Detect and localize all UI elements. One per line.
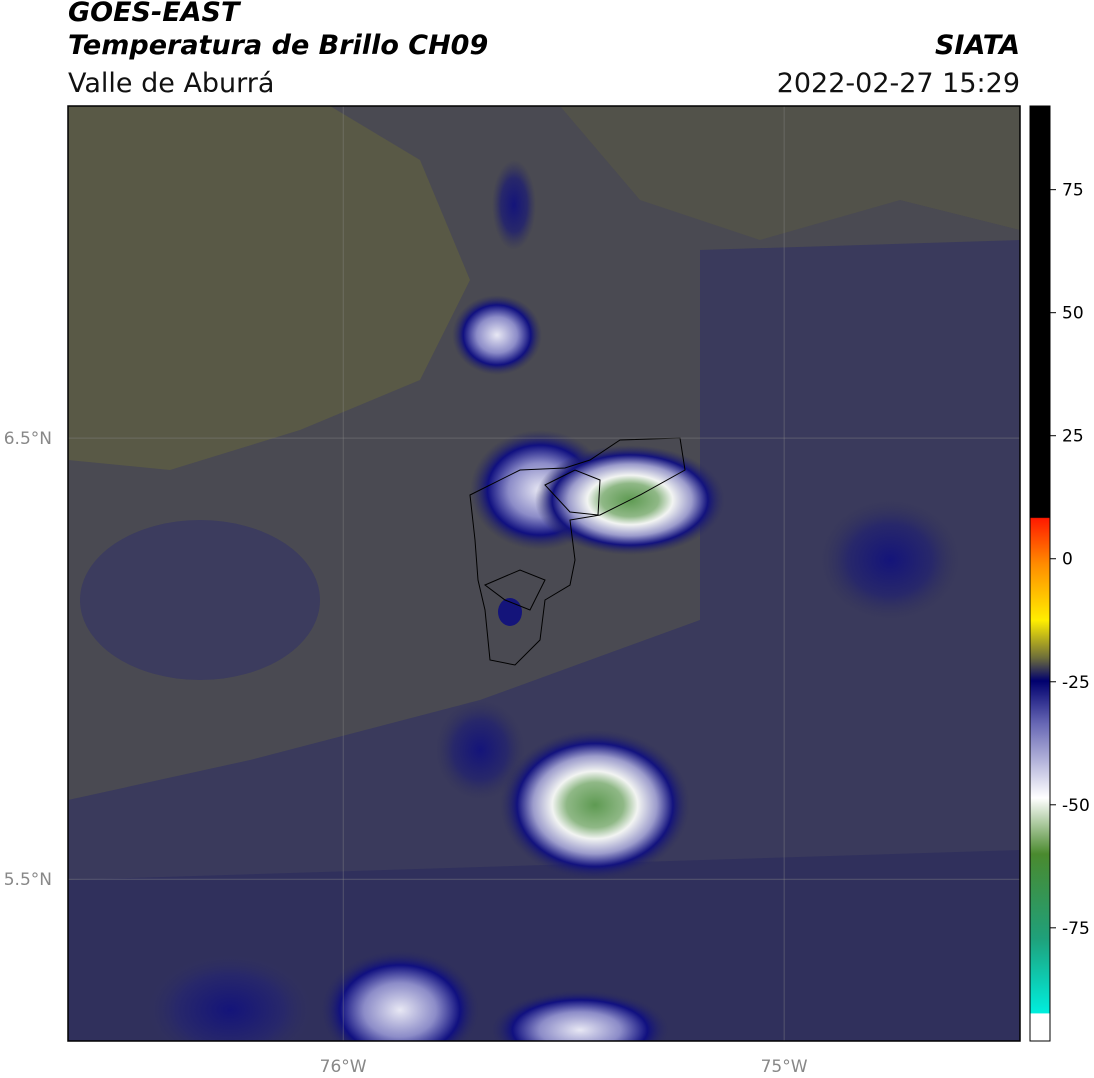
map-field	[68, 106, 1020, 1041]
graticule: 76°W 75°W 6.5°N 5.5°N	[4, 106, 1020, 1077]
source: SIATA	[935, 30, 1020, 61]
colorbar-tick-label: -75	[1062, 919, 1090, 939]
map-frame	[67, 105, 1021, 1042]
colorbar-tick-label: 75	[1062, 181, 1084, 201]
lon-label: 76°W	[320, 1057, 367, 1077]
colorbar-tick-label: -25	[1062, 673, 1090, 693]
lat-label: 6.5°N	[4, 429, 52, 449]
colorbar-tick-label: 50	[1062, 304, 1084, 324]
subtitle: Temperatura de Brillo CH09	[68, 30, 488, 61]
colorbar-ticks: 75 50 25 0 -25 -50 -75	[1050, 181, 1090, 939]
colorbar-tick-label: -50	[1062, 796, 1090, 816]
colorbar-tick-label: 0	[1062, 550, 1073, 570]
lon-label: 75°W	[761, 1057, 808, 1077]
colorbar-tick-label: 25	[1062, 427, 1084, 447]
colorbar	[1029, 105, 1051, 1042]
lat-label: 5.5°N	[4, 870, 52, 890]
title: GOES-EAST	[68, 0, 242, 28]
region: Valle de Aburrá	[68, 68, 274, 99]
timestamp: 2022-02-27 15:29	[777, 68, 1020, 99]
